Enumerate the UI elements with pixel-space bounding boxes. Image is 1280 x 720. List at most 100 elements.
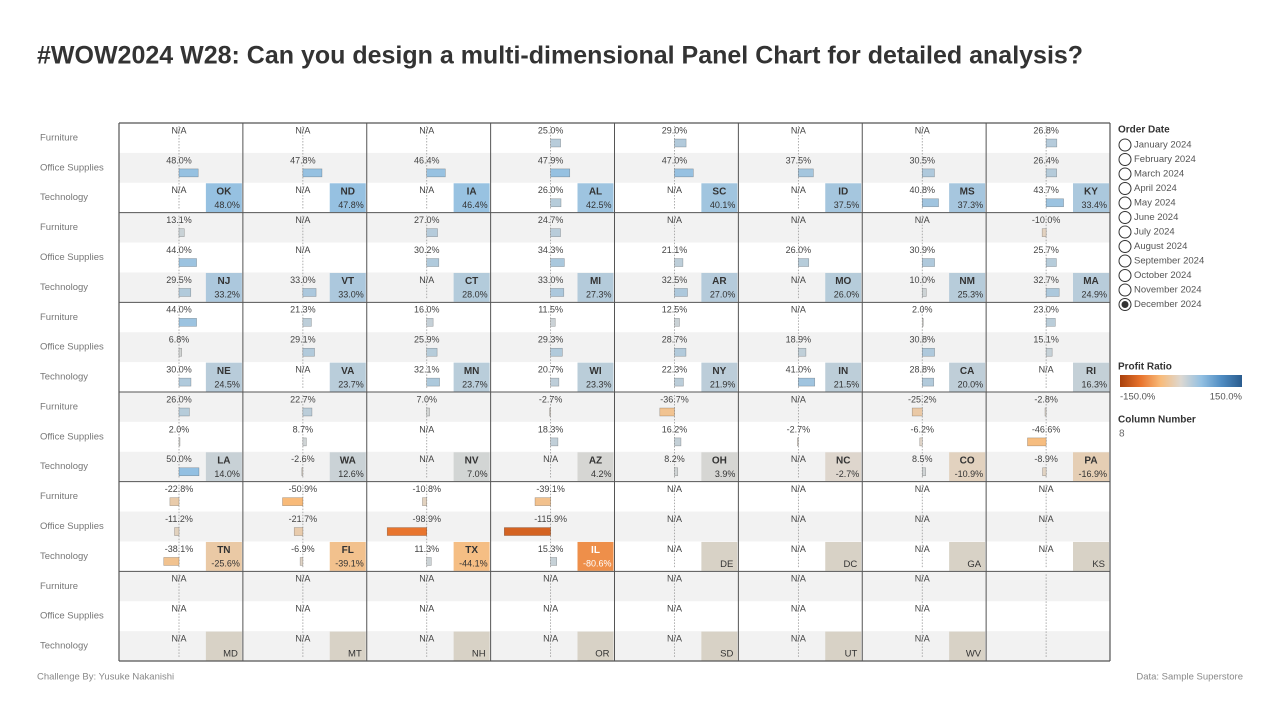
value-label: 8.2%: [664, 454, 685, 464]
radio-label[interactable]: October 2024: [1134, 270, 1192, 281]
value-label: 25.0%: [538, 125, 564, 135]
state-box: [1073, 183, 1109, 213]
value-label: 8.7%: [293, 424, 314, 434]
state-box: [205, 631, 242, 661]
radio[interactable]: [1118, 269, 1132, 282]
bar: [550, 168, 571, 178]
bar: [550, 198, 562, 208]
value-label: -115.9%: [534, 514, 567, 524]
radio[interactable]: [1118, 240, 1132, 253]
value-label: 2.0%: [912, 305, 933, 315]
bar: [922, 198, 939, 208]
bar: [798, 168, 814, 178]
value-label: -2.7%: [787, 424, 811, 434]
bar: [302, 407, 313, 417]
state-box: [205, 541, 242, 571]
value-label: 44.0%: [166, 245, 192, 255]
state-box: [949, 541, 986, 571]
state-ratio: 27.3%: [586, 290, 612, 300]
state-code: MI: [590, 276, 601, 287]
radio[interactable]: [1118, 254, 1132, 268]
radio[interactable]: [1118, 225, 1132, 239]
column-number-title: Column Number: [1118, 415, 1196, 426]
state-box: [329, 541, 366, 571]
value-label: 8.5%: [912, 454, 933, 464]
bar: [1045, 318, 1056, 327]
radio[interactable]: [1118, 182, 1132, 195]
state-box: [949, 183, 986, 213]
value-label: N/A: [419, 275, 434, 285]
radio-label[interactable]: March 2024: [1134, 169, 1184, 180]
value-label: 29.3%: [538, 335, 564, 345]
bar: [299, 557, 304, 566]
radio[interactable]: [1118, 138, 1132, 152]
state-box: [453, 631, 490, 661]
radio-label[interactable]: September 2024: [1134, 256, 1204, 267]
state-ratio: 3.9%: [715, 469, 736, 479]
value-label: 10.0%: [909, 275, 935, 285]
state-code: IN: [838, 366, 848, 377]
value-label: N/A: [419, 424, 434, 434]
state-box: [453, 362, 490, 392]
value-label: 6.8%: [169, 335, 190, 345]
bar: [549, 407, 551, 417]
radio-label[interactable]: February 2024: [1134, 154, 1196, 165]
state-box: [577, 631, 614, 661]
value-label: N/A: [1039, 484, 1054, 494]
value-label: N/A: [667, 484, 682, 494]
state-box: [1073, 362, 1109, 392]
state-code: MA: [1083, 276, 1099, 287]
bar: [550, 228, 561, 237]
bar: [426, 347, 438, 357]
radio[interactable]: [1118, 167, 1132, 181]
value-label: 47.0%: [662, 155, 688, 165]
value-label: N/A: [543, 574, 558, 584]
bar: [1045, 198, 1064, 208]
radio-label[interactable]: May 2024: [1134, 198, 1176, 209]
state-box: [329, 272, 366, 302]
bar: [426, 557, 432, 566]
state-box: [1073, 452, 1109, 482]
bar: [178, 467, 200, 477]
state-code: NJ: [217, 276, 230, 287]
radio-label[interactable]: April 2024: [1134, 183, 1177, 194]
state-ratio: 46.4%: [462, 200, 488, 210]
value-label: N/A: [915, 125, 930, 135]
radio-label[interactable]: August 2024: [1134, 241, 1187, 252]
bar: [922, 288, 927, 297]
bar: [426, 228, 438, 237]
value-label: N/A: [419, 185, 434, 195]
radio-label[interactable]: June 2024: [1134, 212, 1178, 223]
row-label: Technology: [40, 372, 88, 383]
state-ratio: 23.7%: [338, 379, 364, 389]
value-label: N/A: [419, 633, 434, 643]
radio-label[interactable]: July 2024: [1134, 227, 1175, 238]
bar: [550, 288, 565, 297]
radio[interactable]: [1118, 283, 1132, 297]
value-label: 15.1%: [1033, 335, 1059, 345]
radio-label[interactable]: January 2024: [1134, 140, 1192, 151]
radio[interactable]: [1118, 211, 1132, 224]
state-box: [205, 362, 242, 392]
state-code: KY: [1084, 186, 1098, 197]
state-ratio: -25.6%: [211, 559, 240, 569]
bar: [426, 318, 434, 327]
bar: [550, 258, 565, 267]
state-code: MT: [348, 649, 362, 660]
row-label: Office Supplies: [40, 431, 104, 442]
bar: [919, 437, 923, 447]
state-ratio: 47.8%: [338, 200, 364, 210]
radio-label[interactable]: November 2024: [1134, 285, 1202, 296]
bar: [302, 288, 317, 297]
color-tick-label: 150.0%: [1210, 392, 1243, 403]
bar: [674, 258, 684, 267]
radio[interactable]: [1118, 196, 1132, 210]
state-code: WI: [589, 366, 601, 377]
state-ratio: 7.0%: [467, 469, 488, 479]
state-code: NM: [959, 276, 975, 287]
radio[interactable]: [1118, 153, 1132, 166]
radio-label[interactable]: December 2024: [1134, 299, 1202, 310]
bar: [302, 318, 312, 327]
state-ratio: 33.0%: [338, 290, 364, 300]
